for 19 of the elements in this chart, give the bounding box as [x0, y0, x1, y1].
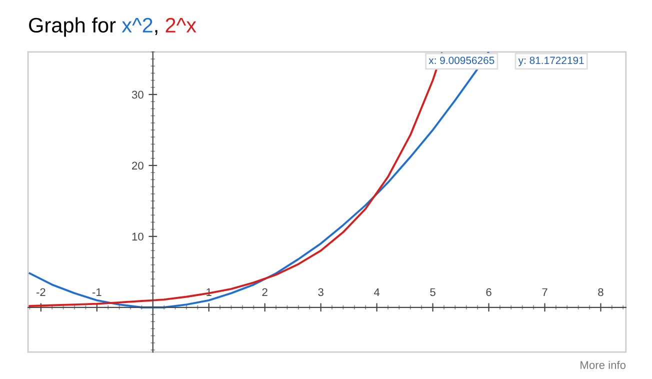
x-tick-label: 4: [374, 288, 380, 296]
y-tick-label: 10: [132, 232, 144, 241]
x-tick-label: 7: [542, 288, 548, 296]
annotation: y: 81.1722191: [518, 56, 584, 66]
text: 2^x: [166, 18, 196, 32]
x-tick-label: 5: [430, 288, 436, 296]
y-tick-label: 30: [132, 90, 144, 99]
chart-title: Graph for: [29, 17, 116, 37]
x-tick-label: 2: [262, 288, 268, 296]
text: x^2: [122, 18, 152, 32]
x-tick-label: 8: [598, 288, 604, 296]
annotation: x: 9.00956265: [428, 56, 494, 64]
text: More info: [580, 360, 626, 369]
y-tick-label: 20: [132, 162, 144, 170]
x-tick-label: 3: [318, 288, 324, 296]
text: ,: [155, 30, 158, 36]
x-tick-label: -2: [36, 288, 46, 296]
x-tick-label: 6: [486, 288, 492, 296]
x-tick-label: -1: [92, 288, 102, 296]
